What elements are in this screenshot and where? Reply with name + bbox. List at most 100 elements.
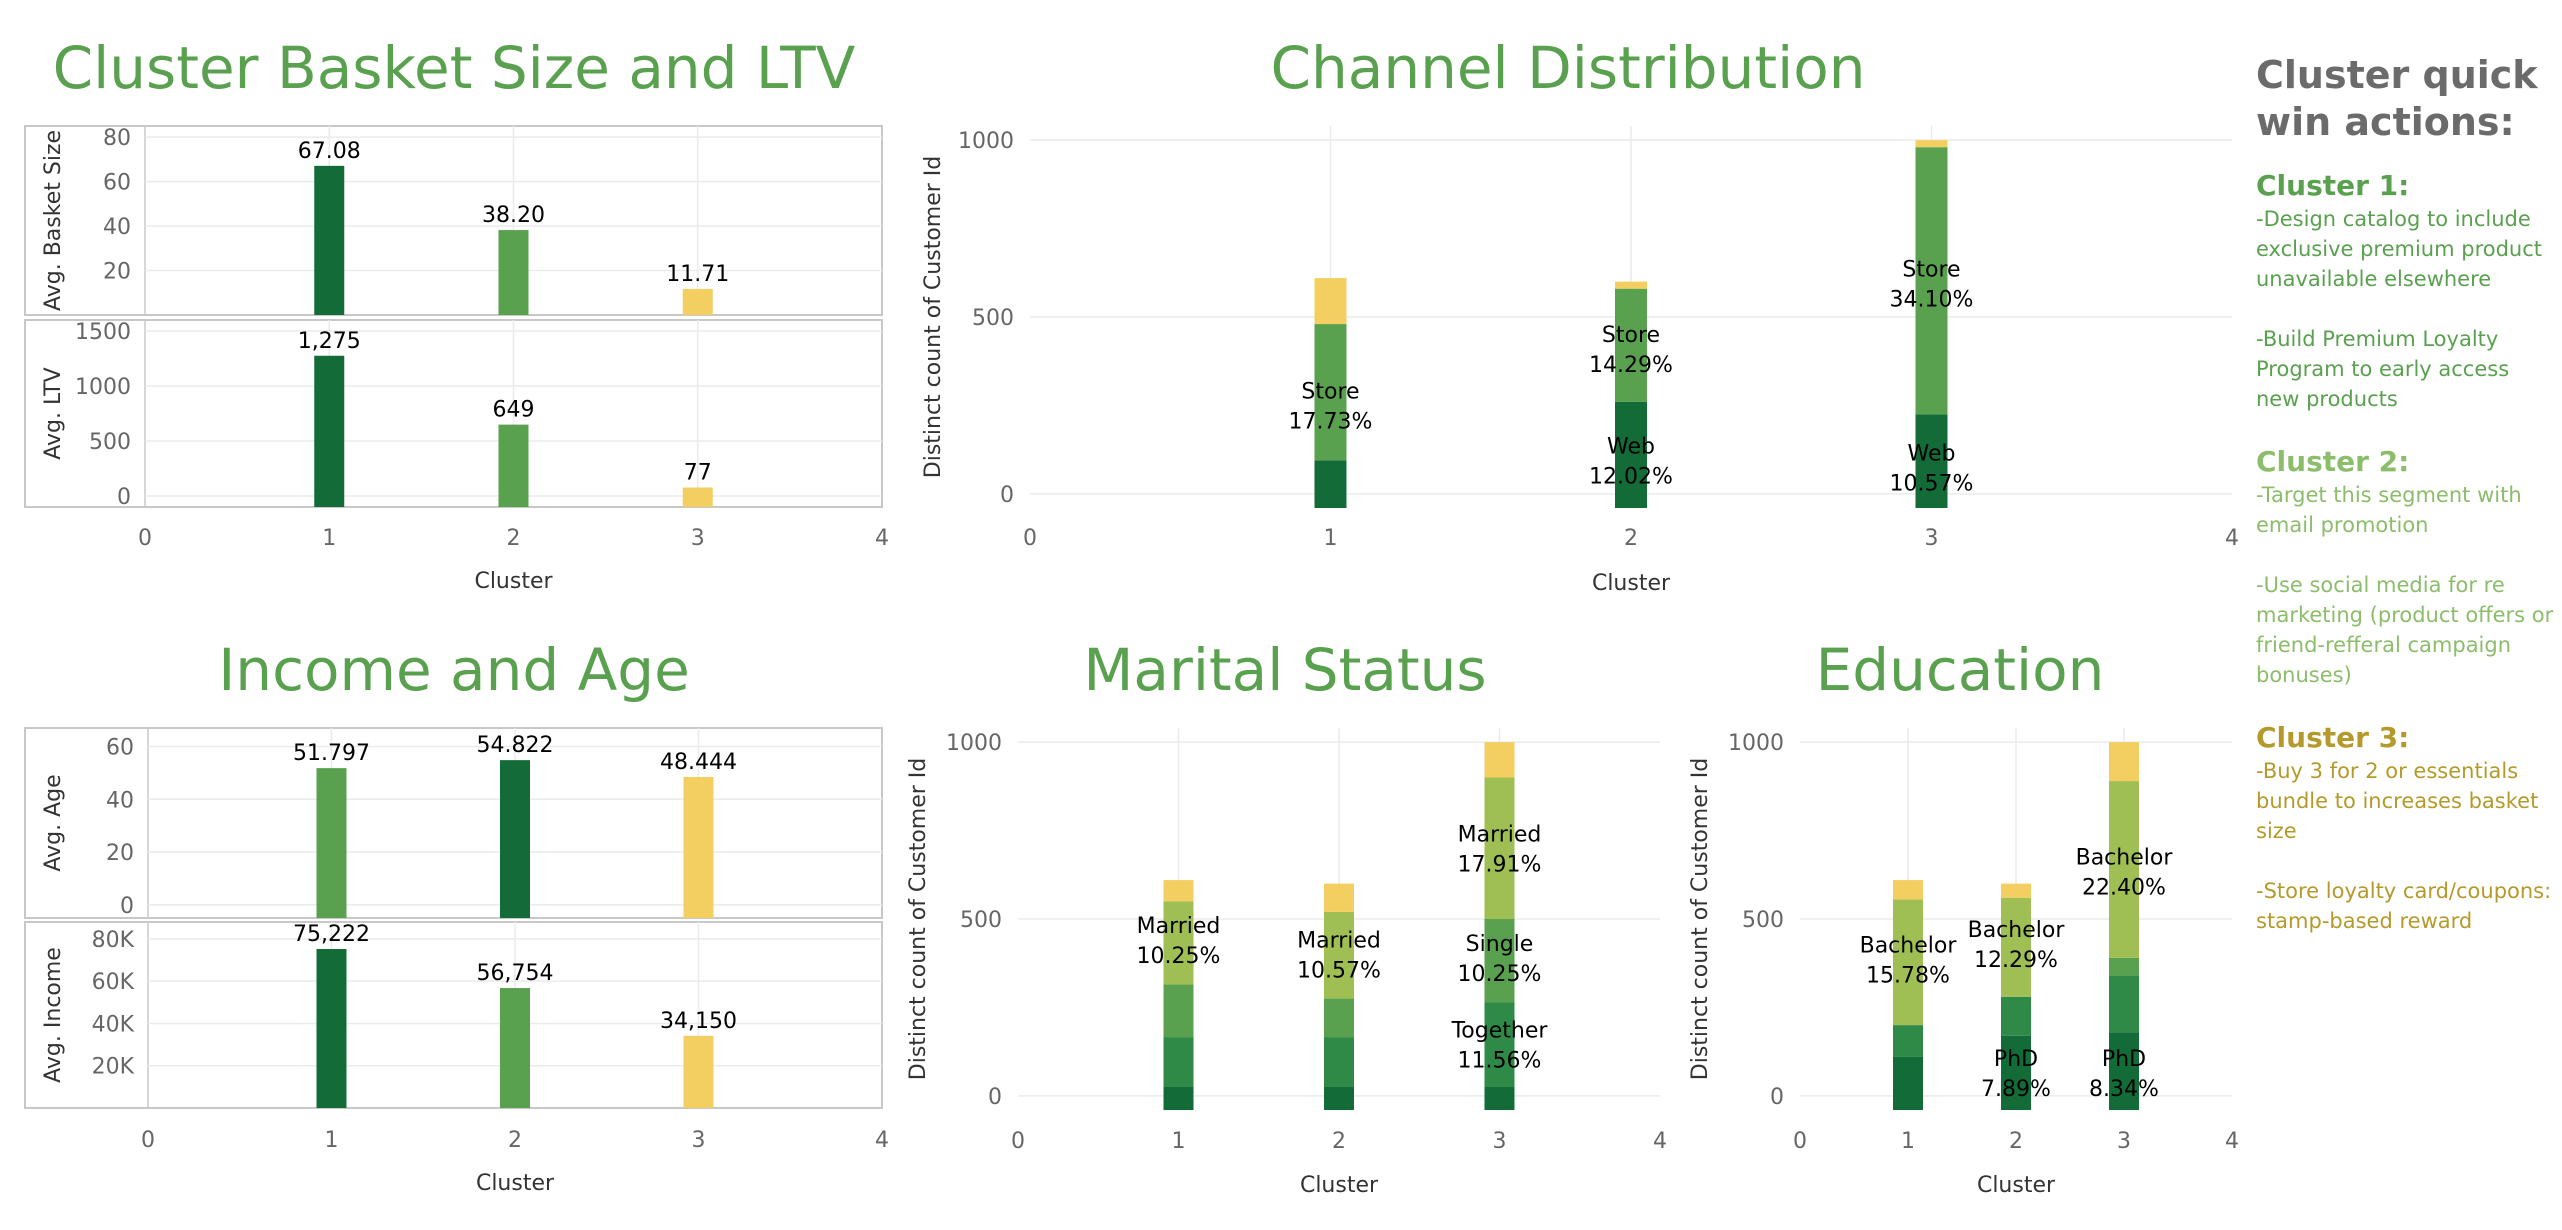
chart-5-annotation-4-line-1: Bachelor [2076, 845, 2174, 870]
chart-2-panel-1-y-tick: 20 [106, 841, 134, 866]
chart-4-x-tick: 3 [1493, 1129, 1507, 1154]
chart-2-panel-1-bar-label-3: 48.444 [660, 750, 737, 775]
chart-4-stack-3-segment-5 [1484, 742, 1515, 778]
chart-1-panel-1-y-tick: 20 [103, 260, 131, 285]
chart-2-panel-1-y-tick: 40 [106, 788, 134, 813]
chart-5-stack-3-segment-4 [2109, 781, 2139, 958]
chart-3-x-tick: 4 [2225, 526, 2239, 551]
chart-1-panel-2-bar-3 [682, 487, 713, 507]
chart-5-stack-2-segment-4 [2001, 883, 2031, 898]
chart-2-panel-2-y-tick: 20K [92, 1055, 135, 1080]
chart-5-stack-3-segment-2 [2109, 975, 2139, 1033]
chart-2-panel-2-y-tick: 80K [92, 928, 135, 953]
cluster-1-action-2: -Build Premium Loyalty Program to early … [2256, 327, 2510, 411]
chart-2-panel-1-frame [24, 727, 883, 919]
cluster-2-section: Cluster 2: -Target this segment with ema… [2256, 444, 2556, 690]
chart-5-stack-2-segment-3 [2001, 897, 2031, 997]
chart-4-annotation-5-line-2: 11.56% [1458, 1049, 1542, 1074]
chart-3-y-label: Distinct count of Customer Id [921, 156, 946, 478]
chart-3-stack-2-segment-2 [1615, 288, 1647, 402]
chart-4-stack-1-segment-2 [1163, 1037, 1194, 1088]
chart-4-stack-1-segment-1 [1163, 1087, 1194, 1110]
chart-1-panel-1-bar-2 [498, 230, 529, 315]
chart-2-panel-1-bar-2 [500, 760, 530, 918]
chart-4-stack-2-segment-5 [1324, 883, 1354, 912]
chart-1-panel-1-y-label: Avg. Basket Size [41, 130, 66, 311]
chart-2-title: Income and Age [218, 636, 690, 704]
chart-3-annotation-5-line-2: 10.57% [1890, 471, 1974, 496]
chart-4-annotation-3-line-2: 17.91% [1458, 852, 1542, 877]
chart-4-stack-2-segment-3 [1324, 998, 1354, 1038]
chart-2-panel-2-y-tick: 40K [92, 1012, 135, 1037]
chart-5-stack-1-segment-3 [1893, 899, 1923, 1026]
chart-2-panel-1-bar-1 [316, 768, 347, 918]
chart-1-panel-1-y-tick: 60 [103, 171, 131, 196]
chart-1-panel-2-bar-2 [498, 424, 529, 507]
chart-2-panel-2-bar-1 [316, 949, 347, 1108]
chart-3-annotation-2-line-1: Store [1602, 323, 1660, 348]
chart-1-panel-2-bar-label-1: 1,275 [298, 329, 361, 354]
chart-2-x-tick: 1 [325, 1128, 339, 1153]
chart-1-panel-1-bar-label-2: 38.20 [482, 203, 545, 228]
chart-1-panel-2-y-tick: 0 [117, 485, 131, 510]
chart-3-stack-2-segment-1 [1615, 401, 1647, 508]
chart-5-title: Education [1816, 636, 2105, 704]
chart-2-x-label: Cluster [476, 1171, 555, 1196]
chart-5-annotation-5-line-2: 8.34% [2089, 1077, 2159, 1102]
chart-3-x-label: Cluster [1592, 571, 1671, 596]
chart-5-annotation-3-line-2: 7.89% [1981, 1077, 2051, 1102]
cluster-1-section: Cluster 1: -Design catalog to include ex… [2256, 168, 2556, 414]
chart-3-annotation-1-line-2: 17.73% [1289, 409, 1373, 434]
chart-3-annotation-4-line-1: Store [1902, 257, 1960, 282]
chart-4-annotation-4-line-2: 10.25% [1458, 962, 1542, 987]
chart-5-x-tick: 1 [1901, 1129, 1915, 1154]
chart-3-annotation-4-line-2: 34.10% [1890, 287, 1974, 312]
chart-2-x-tick: 2 [508, 1128, 522, 1153]
cluster-2-action-1: -Target this segment with email promotio… [2256, 483, 2522, 537]
chart-5-y-tick: 500 [1742, 908, 1784, 933]
chart-4-annotation-5-line-1: Together [1451, 1019, 1549, 1044]
chart-2-x-tick: 3 [692, 1128, 706, 1153]
chart-2-panel-2-y-label: Avg. Income [41, 947, 66, 1083]
chart-4-annotation-3-line-1: Married [1458, 822, 1542, 847]
cluster-3-section: Cluster 3: -Buy 3 for 2 or essentials bu… [2256, 720, 2556, 936]
chart-1-panel-2-y-tick: 1000 [75, 375, 131, 400]
chart-4-title: Marital Status [1083, 636, 1486, 704]
chart-3-y-tick: 500 [972, 306, 1014, 331]
chart-5-stack-3-segment-1 [2109, 1032, 2139, 1110]
chart-2-panel-2-bar-label-1: 75,222 [293, 922, 370, 947]
chart-4-stack-2-segment-2 [1324, 1037, 1354, 1088]
chart-3-annotation-5-line-1: Web [1908, 441, 1956, 466]
chart-5-annotation-2-line-1: Bachelor [1968, 918, 2066, 943]
chart-2-panel-2-bar-label-3: 34,150 [660, 1009, 737, 1034]
chart-4-stack-2-segment-4 [1324, 911, 1354, 999]
chart-5-x-tick: 0 [1793, 1129, 1807, 1154]
chart-4-stack-3-segment-2 [1484, 1002, 1515, 1088]
chart-1-panel-2-y-tick: 1500 [75, 320, 131, 345]
chart-1-panel-1-y-tick: 80 [103, 126, 131, 151]
chart-4-y-label: Distinct count of Customer Id [906, 758, 931, 1080]
chart-1-panel-2-bar-label-3: 77 [684, 461, 712, 486]
chart-3-stack-1-segment-1 [1314, 460, 1347, 508]
cluster-3-action-2: -Store loyalty card/coupons: stamp-based… [2256, 879, 2552, 933]
sidebar-title: Cluster quick win actions: [2256, 53, 2538, 144]
chart-4-stack-2-segment-1 [1324, 1087, 1354, 1110]
chart-5-annotation-1-line-1: Bachelor [1860, 934, 1958, 959]
chart-2-panel-1-y-tick: 60 [106, 735, 134, 760]
chart-2-panel-1-bar-label-2: 54.822 [477, 733, 554, 758]
chart-5-annotation-3-line-1: PhD [1994, 1047, 2038, 1072]
chart-4-stack-3-segment-1 [1484, 1087, 1515, 1110]
chart-5-stack-3-segment-3 [2109, 957, 2139, 976]
chart-2-panel-1-y-tick: 0 [120, 894, 134, 919]
chart-4-stack-1-segment-5 [1163, 880, 1194, 902]
chart-3-title: Channel Distribution [1271, 34, 1866, 102]
chart-1-panel-1-y-tick: 40 [103, 215, 131, 240]
chart-5-annotation-1-line-2: 15.78% [1866, 964, 1950, 989]
chart-5-y-tick: 1000 [1728, 731, 1784, 756]
chart-3-stack-3-segment-1 [1915, 414, 1948, 508]
chart-4-stack-1-segment-4 [1163, 901, 1194, 985]
chart-4-x-tick: 4 [1653, 1129, 1667, 1154]
chart-4-y-tick: 1000 [946, 731, 1002, 756]
chart-1-x-tick: 4 [875, 526, 889, 551]
chart-4-x-tick: 2 [1332, 1129, 1346, 1154]
